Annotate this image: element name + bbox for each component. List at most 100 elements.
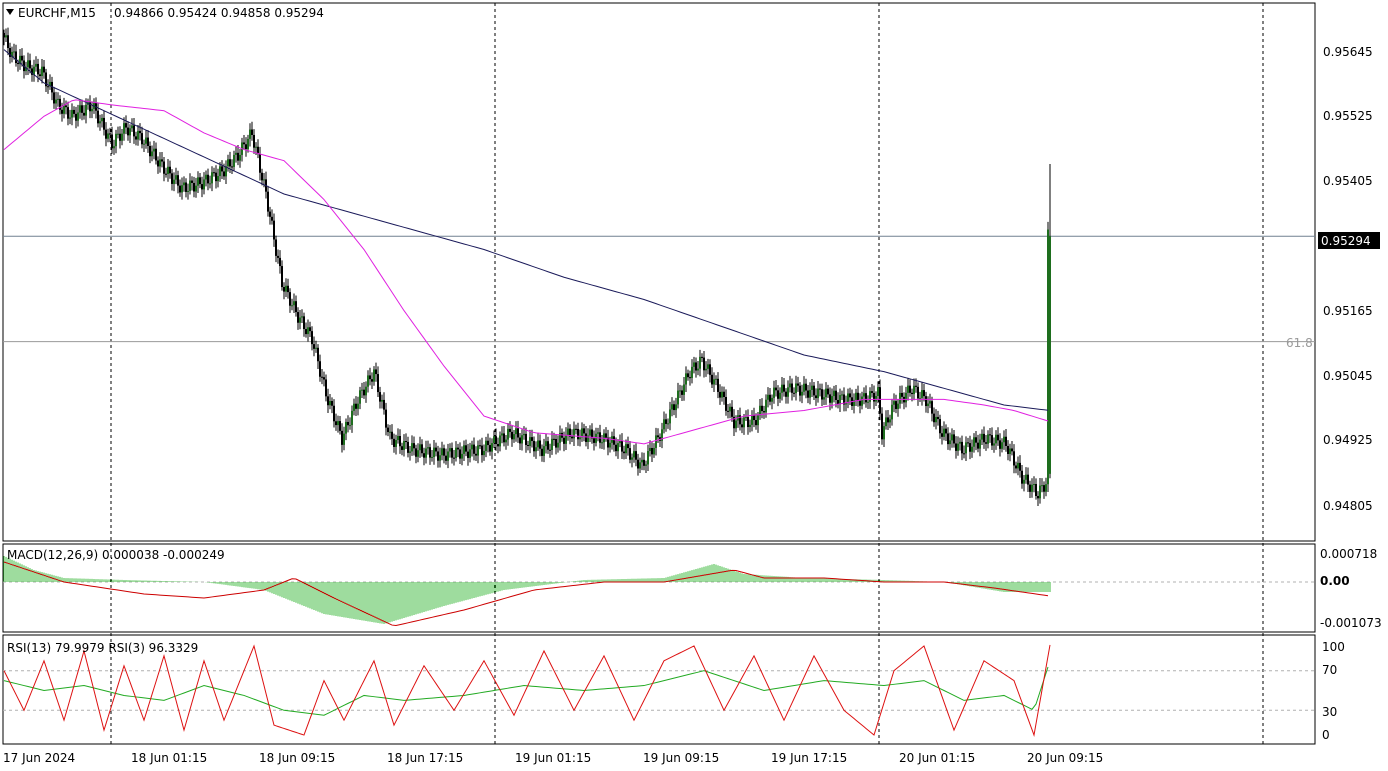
- price-tick-label: 0.95645: [1323, 45, 1373, 59]
- candle-body: [553, 438, 555, 440]
- symbol-label: EURCHF,M15: [18, 6, 96, 20]
- candle-body: [853, 399, 855, 406]
- price-tick-label: 0.95045: [1323, 369, 1373, 383]
- candle-body: [713, 379, 715, 385]
- candle-body: [715, 378, 717, 380]
- candle-body: [33, 66, 35, 75]
- candle-body: [287, 285, 289, 293]
- candle-body: [761, 405, 763, 412]
- candle-body: [191, 180, 193, 183]
- candle-body: [665, 419, 667, 424]
- candle-body: [195, 185, 197, 192]
- candle-body: [817, 388, 819, 399]
- candle-body: [669, 409, 671, 424]
- candle-body: [551, 438, 553, 450]
- candle-body: [969, 443, 971, 452]
- candle-body: [667, 423, 669, 425]
- candle-body: [505, 439, 507, 443]
- candle-body: [923, 390, 925, 397]
- candle-body: [1029, 484, 1031, 492]
- candle-body: [119, 133, 121, 141]
- candle-body: [999, 440, 1001, 449]
- rsi-label: RSI(13) 79.9979 RSI(3) 96.3329: [7, 641, 198, 655]
- candle-body: [219, 166, 221, 177]
- candle-body: [261, 172, 263, 181]
- x-tick-label: 19 Jun 17:15: [771, 751, 847, 765]
- candle-body: [875, 395, 877, 402]
- candle-body: [895, 401, 897, 409]
- candle-body: [743, 417, 745, 428]
- candle-body: [721, 391, 723, 398]
- candle-body: [157, 160, 159, 167]
- candle-body: [813, 385, 815, 396]
- candle-body: [857, 392, 859, 401]
- macd-layer: [3, 556, 1315, 627]
- candle-body: [511, 431, 513, 440]
- candle-body: [215, 172, 217, 182]
- candle-body: [1049, 236, 1051, 474]
- candle-body: [137, 130, 139, 140]
- candle-body: [901, 392, 903, 397]
- symbol-dropdown-icon[interactable]: [6, 9, 14, 15]
- candle-body: [573, 428, 575, 439]
- candle-body: [1045, 484, 1047, 492]
- candle-body: [593, 438, 595, 443]
- candle-body: [863, 393, 865, 397]
- candle-body: [881, 413, 883, 440]
- candle-body: [845, 403, 847, 405]
- candle-body: [207, 174, 209, 184]
- candle-body: [65, 105, 67, 108]
- candle-body: [257, 146, 259, 155]
- candle-body: [1005, 436, 1007, 446]
- candle-body: [115, 133, 117, 147]
- candle-body: [885, 417, 887, 427]
- candle-body: [199, 177, 201, 185]
- candle-body: [679, 390, 681, 392]
- candle-body: [709, 364, 711, 375]
- x-tick-label: 18 Jun 17:15: [387, 751, 463, 765]
- candle-body: [687, 373, 689, 378]
- candle-body: [141, 133, 143, 145]
- candle-body: [957, 443, 959, 451]
- candle-body: [727, 410, 729, 412]
- candle-body: [711, 374, 713, 385]
- candle-body: [445, 455, 447, 461]
- candle-body: [785, 391, 787, 397]
- rsi-layer: [3, 644, 1315, 737]
- candle-body: [197, 177, 199, 186]
- candle-body: [251, 129, 253, 135]
- candle-body: [755, 420, 757, 426]
- candle-body: [595, 433, 597, 443]
- candle-body: [375, 369, 377, 375]
- candle-body: [869, 391, 871, 402]
- candle-body: [185, 182, 187, 192]
- candle-body: [871, 391, 873, 393]
- candle-body: [99, 121, 101, 124]
- candle-body: [5, 35, 7, 38]
- moving-average-fast-line: [3, 99, 1049, 445]
- candle-body: [69, 117, 71, 119]
- candle-body: [757, 415, 759, 426]
- candle-body: [309, 327, 311, 332]
- candle-body: [217, 176, 219, 182]
- candle-body: [17, 63, 19, 65]
- candle-body: [479, 445, 481, 447]
- candle-body: [105, 129, 107, 139]
- candle-body: [491, 443, 493, 452]
- candle-body: [767, 394, 769, 400]
- candle-body: [347, 421, 349, 426]
- candle-body: [1011, 448, 1013, 452]
- candle-body: [483, 450, 485, 456]
- price-layer: [3, 27, 1315, 507]
- candle-body: [433, 447, 435, 457]
- candle-body: [657, 435, 659, 438]
- candle-body: [509, 428, 511, 432]
- candle-body: [233, 154, 235, 167]
- candle-body: [797, 383, 799, 386]
- candle-body: [127, 127, 129, 136]
- candle-body: [389, 431, 391, 433]
- rsi13-line: [3, 666, 1049, 716]
- candle-body: [681, 390, 683, 395]
- candle-body: [291, 305, 293, 307]
